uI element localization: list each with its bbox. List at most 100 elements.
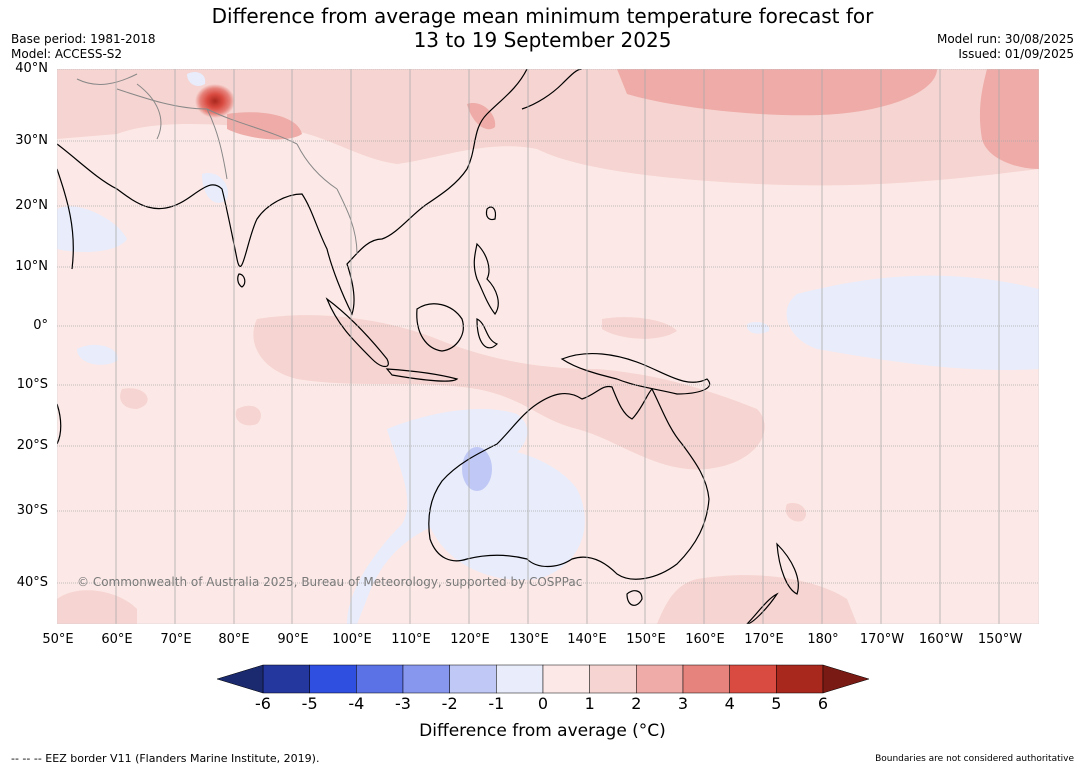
warm-patch-east [979, 69, 1039, 169]
colorbar-segment [776, 664, 824, 694]
colorbar-tick-label: -5 [301, 694, 318, 713]
lon-label: 150°W [977, 632, 1023, 647]
hotspot-high-mountain-asia [195, 84, 235, 118]
colorbar-tick-label: -3 [395, 694, 411, 713]
japan-coast [521, 69, 583, 110]
warm-region-tasman [657, 575, 857, 624]
lon-label: 120°E [450, 632, 490, 647]
warm-spot-southwest [57, 590, 137, 624]
lat-label: 0° [33, 318, 48, 333]
tasmania-coast [626, 590, 643, 606]
cool-spot-3 [187, 72, 206, 86]
warm-patch-himalaya [227, 112, 302, 140]
footer-disclaimer: Boundaries are not considered authoritat… [875, 754, 1074, 764]
footer-eez-note: -- -- -- EEZ border V11 (Flanders Marine… [11, 752, 320, 765]
madagascar-coast [57, 403, 62, 445]
lat-label: 40°N [15, 61, 48, 76]
colorbar-tick-label: -2 [441, 694, 458, 713]
colorbar-segment [356, 664, 404, 694]
lon-label: 80°E [218, 632, 250, 647]
new-guinea-coast [560, 352, 711, 395]
lon-label: 100°E [332, 632, 372, 647]
colorbar-segments [262, 664, 824, 694]
colorbar-under-arrow [217, 664, 264, 694]
meta-right: Model run: 30/08/2025 Issued: 01/09/2025 [937, 32, 1074, 62]
lat-label: 30°S [16, 503, 48, 518]
cool-region-western-australia [420, 445, 585, 580]
map-title: Difference from average mean minimum tem… [0, 4, 1085, 52]
australia-coast [428, 385, 710, 580]
warm-spot-3 [785, 502, 807, 522]
colorbar-tick-label: 5 [771, 694, 782, 713]
cool-region-india [202, 173, 228, 203]
colorbar-segment [449, 664, 497, 694]
warm-spot-2 [120, 388, 148, 409]
cool-region-arabian-sea [57, 206, 127, 252]
colorbar-segment [542, 664, 590, 694]
cool-spot-2 [746, 321, 770, 334]
lat-label: 20°S [16, 438, 48, 453]
nz-south-island [746, 592, 779, 624]
lat-label: 10°S [16, 377, 48, 392]
lon-label: 140°E [567, 632, 607, 647]
lon-label: 160°E [685, 632, 725, 647]
cool-region-central-pacific [786, 275, 1039, 370]
lon-label: 90°E [277, 632, 309, 647]
warm-patch-china [467, 103, 496, 130]
borneo-coast [416, 303, 464, 352]
nz-north-island [776, 542, 799, 595]
asia-mainland-coast [57, 69, 528, 316]
lon-label: 180° [807, 632, 839, 647]
warm-spot-1 [235, 405, 261, 426]
coastlines [57, 69, 799, 624]
model-run: Model run: 30/08/2025 [936, 32, 1074, 46]
taiwan-coast [485, 206, 497, 221]
warm-patch-north-pacific [617, 69, 937, 116]
base-period: Base period: 1981-2018 [11, 32, 156, 46]
lat-label: 40°S [16, 575, 48, 590]
country-borders [76, 73, 358, 255]
lat-label: 20°N [15, 198, 48, 213]
warm-spot-4 [602, 317, 677, 339]
lon-label: 160°W [918, 632, 964, 647]
philippines-coast [473, 242, 499, 316]
sri-lanka-coast [237, 273, 246, 288]
colorbar-tick-label: 6 [817, 694, 829, 713]
title-line-1: Difference from average mean minimum tem… [211, 4, 874, 28]
colorbar-segment [496, 664, 544, 694]
warm-region-maritime [253, 315, 765, 470]
sulawesi-coast [476, 318, 499, 349]
colorbar-tick-label: -6 [255, 694, 271, 713]
lon-label: 60°E [101, 632, 133, 647]
cool-core-western-australia [462, 447, 492, 491]
issued-date: Issued: 01/09/2025 [958, 47, 1074, 61]
colorbar-segment [402, 664, 450, 694]
lon-label: 170°W [859, 632, 905, 647]
meta-left: Base period: 1981-2018 Model: ACCESS-S2 [11, 32, 156, 62]
arabia-coast [57, 168, 74, 270]
colorbar-over-arrow [822, 664, 869, 694]
colorbar-segment [589, 664, 637, 694]
colorbar-tick-label: 2 [631, 694, 642, 713]
colorbar-tick-label: -4 [348, 694, 365, 713]
lon-label: 70°E [160, 632, 192, 647]
lon-label: 110°E [391, 632, 431, 647]
lat-label: 30°N [15, 133, 48, 148]
lon-label: 130°E [509, 632, 549, 647]
java-coast [385, 368, 459, 382]
colorbar-label: Difference from average (°C) [419, 721, 666, 741]
lat-label: 10°N [15, 259, 48, 274]
colorbar-tick-label: 4 [724, 694, 735, 713]
colorbar-tick-label: 0 [537, 694, 549, 713]
map-canvas[interactable] [57, 69, 1039, 624]
colorbar [217, 664, 869, 694]
colorbar-segment [262, 664, 310, 694]
colorbar-tick-label: -1 [488, 694, 505, 713]
colorbar-tick-label: 3 [677, 694, 689, 713]
colorbar-segment [682, 664, 730, 694]
colorbar-segment [636, 664, 684, 694]
colorbar-segment [309, 664, 357, 694]
title-line-2: 13 to 19 September 2025 [413, 28, 672, 52]
colorbar-tick-label: 1 [584, 694, 595, 713]
colorbar-segment [729, 664, 777, 694]
